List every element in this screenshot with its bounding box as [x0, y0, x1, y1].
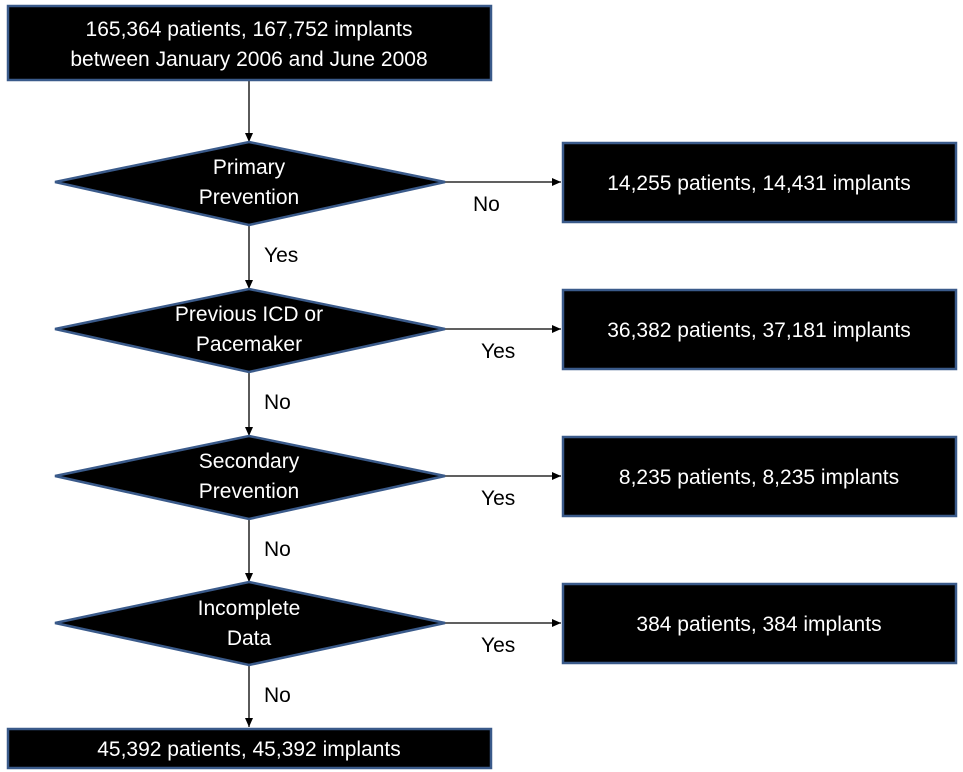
outcome-box-secondary — [561, 435, 958, 518]
outcome-incomplete-text: 384 patients, 384 implants — [636, 613, 881, 636]
final-box-text: 45,392 patients, 45,392 implants — [97, 738, 401, 761]
decision-secondary-prevention-line1: Secondary — [199, 450, 300, 473]
decision-incomplete-data-line1: Incomplete — [198, 597, 301, 620]
outcome-box-incomplete — [561, 582, 958, 665]
decision-primary-prevention — [54, 140, 446, 227]
edge-label-primary-side: No — [473, 193, 500, 216]
decision-incomplete-data — [54, 580, 446, 667]
start-box-line2: between January 2006 and June 2008 — [70, 48, 427, 71]
decision-secondary-prevention — [54, 434, 446, 521]
outcome-box-previous — [561, 288, 958, 371]
final-box — [6, 727, 493, 770]
decision-previous-icd-line2: Pacemaker — [196, 333, 302, 356]
decision-incomplete-data-line2: Data — [227, 627, 272, 650]
decision-primary-prevention-line2: Prevention — [199, 186, 299, 209]
edge-label-incomplete-side: Yes — [481, 634, 515, 657]
start-box — [6, 4, 493, 82]
edge-label-incomplete-down: No — [264, 684, 291, 707]
edge-label-previous-side: Yes — [481, 340, 515, 363]
start-box-line1: 165,364 patients, 167,752 implants — [86, 18, 413, 41]
outcome-secondary-text: 8,235 patients, 8,235 implants — [619, 466, 899, 489]
outcome-previous-text: 36,382 patients, 37,181 implants — [607, 319, 911, 342]
decision-previous-icd — [54, 287, 446, 374]
edge-label-previous-down: No — [264, 391, 291, 414]
outcome-primary-text: 14,255 patients, 14,431 implants — [607, 172, 911, 195]
decision-secondary-prevention-line2: Prevention — [199, 480, 299, 503]
edge-label-primary-down: Yes — [264, 244, 298, 267]
decision-previous-icd-line1: Previous ICD or — [175, 303, 323, 326]
outcome-box-primary — [561, 141, 958, 224]
decision-primary-prevention-line1: Primary — [213, 156, 286, 179]
edge-label-secondary-down: No — [264, 538, 291, 561]
edge-label-secondary-side: Yes — [481, 487, 515, 510]
